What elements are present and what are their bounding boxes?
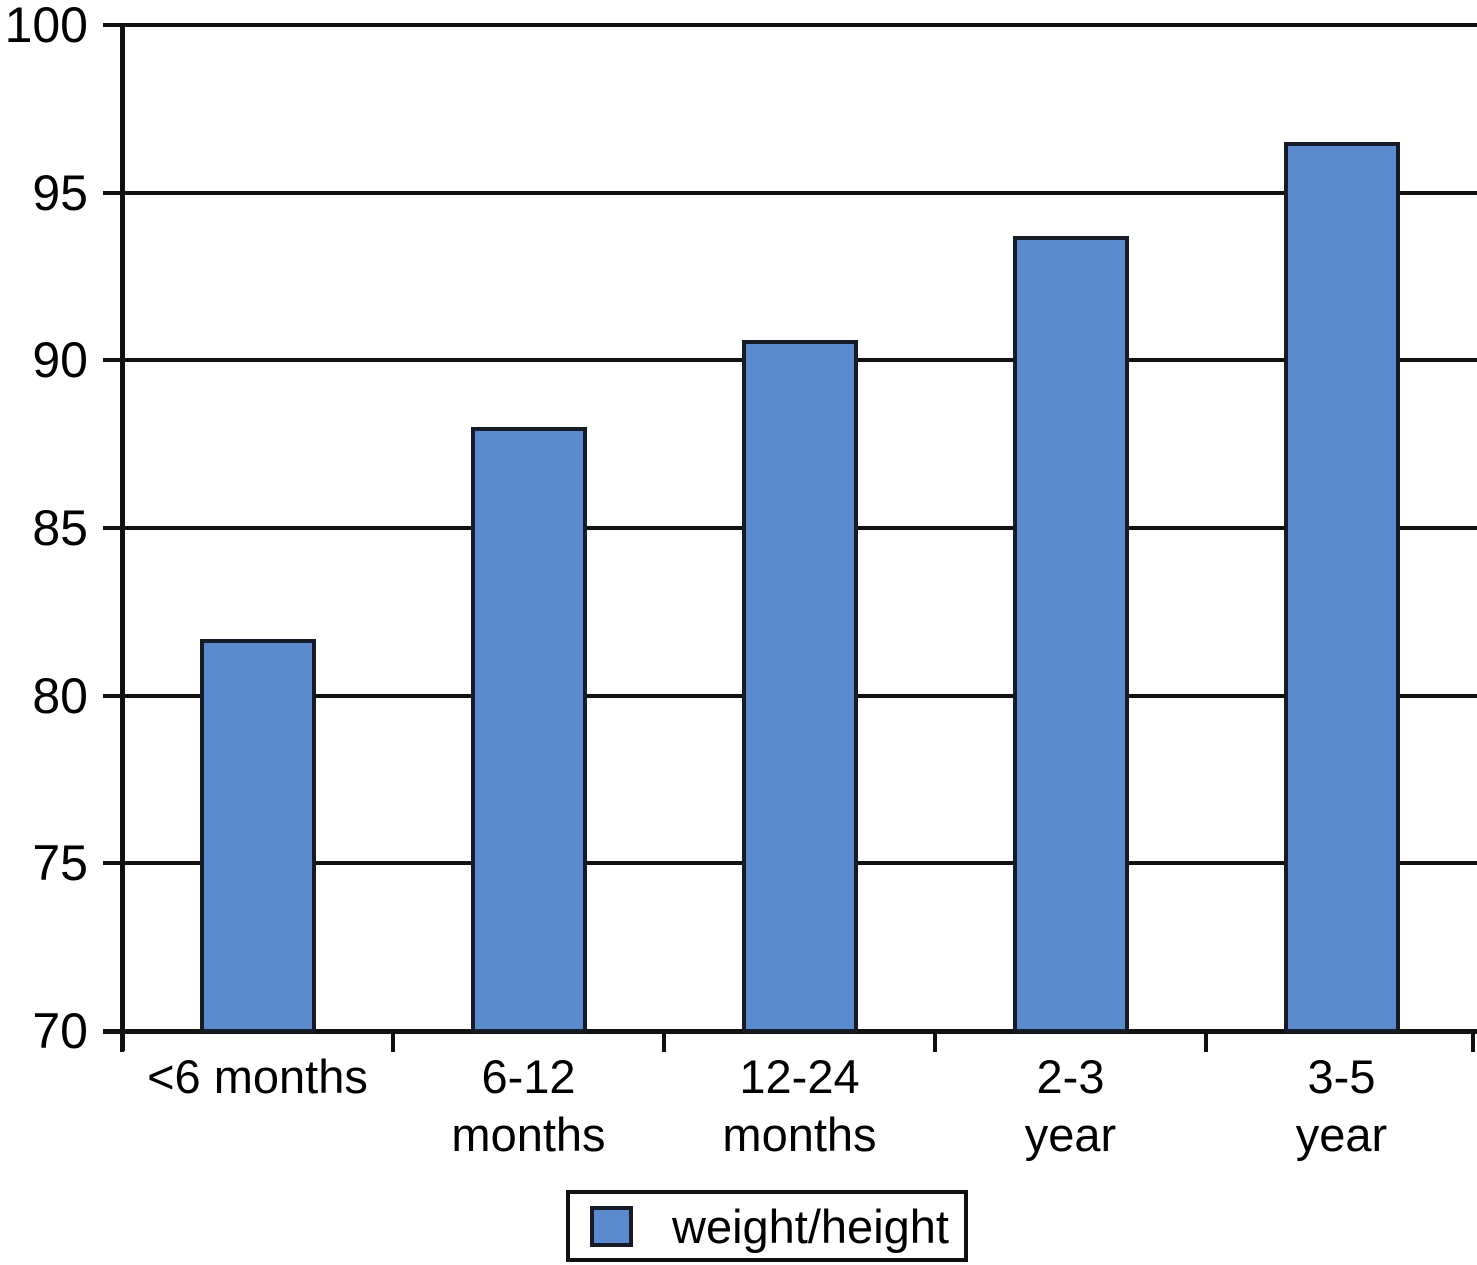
- bar: [1012, 236, 1129, 1033]
- legend: weight/height: [566, 1190, 968, 1262]
- y-axis-tick-label: 90: [32, 332, 88, 389]
- y-axis-tick-label: 70: [32, 1003, 88, 1059]
- legend-swatch: [590, 1205, 633, 1247]
- gridline: [103, 23, 1477, 27]
- x-axis-tick: [1471, 1031, 1475, 1052]
- x-category-label: <6 months: [147, 1050, 368, 1103]
- bar: [470, 427, 587, 1033]
- y-axis-tick-label: 95: [32, 164, 88, 221]
- bar: [1283, 142, 1400, 1033]
- legend-label: weight/height: [672, 1199, 949, 1253]
- gridline: [103, 190, 1477, 195]
- x-axis-tick: [662, 1031, 666, 1052]
- x-axis-tick: [120, 1031, 124, 1052]
- x-axis-tick: [933, 1031, 937, 1052]
- x-category-label: 6-12 months: [451, 1050, 606, 1161]
- y-axis-line: [120, 23, 125, 1051]
- y-axis-tick-label: 75: [32, 835, 88, 892]
- y-axis-tick-label: 85: [32, 500, 88, 556]
- x-axis-tick: [391, 1031, 395, 1052]
- x-category-label: 3-5 year: [1295, 1050, 1388, 1161]
- y-axis-tick-label: 80: [32, 667, 88, 724]
- bar: [199, 638, 316, 1033]
- bar: [741, 340, 858, 1033]
- x-category-label: 2-3 year: [1024, 1050, 1117, 1161]
- x-axis-tick: [1204, 1031, 1208, 1052]
- y-axis-tick-label: 100: [4, 0, 88, 53]
- x-category-label: 12-24 months: [722, 1050, 877, 1161]
